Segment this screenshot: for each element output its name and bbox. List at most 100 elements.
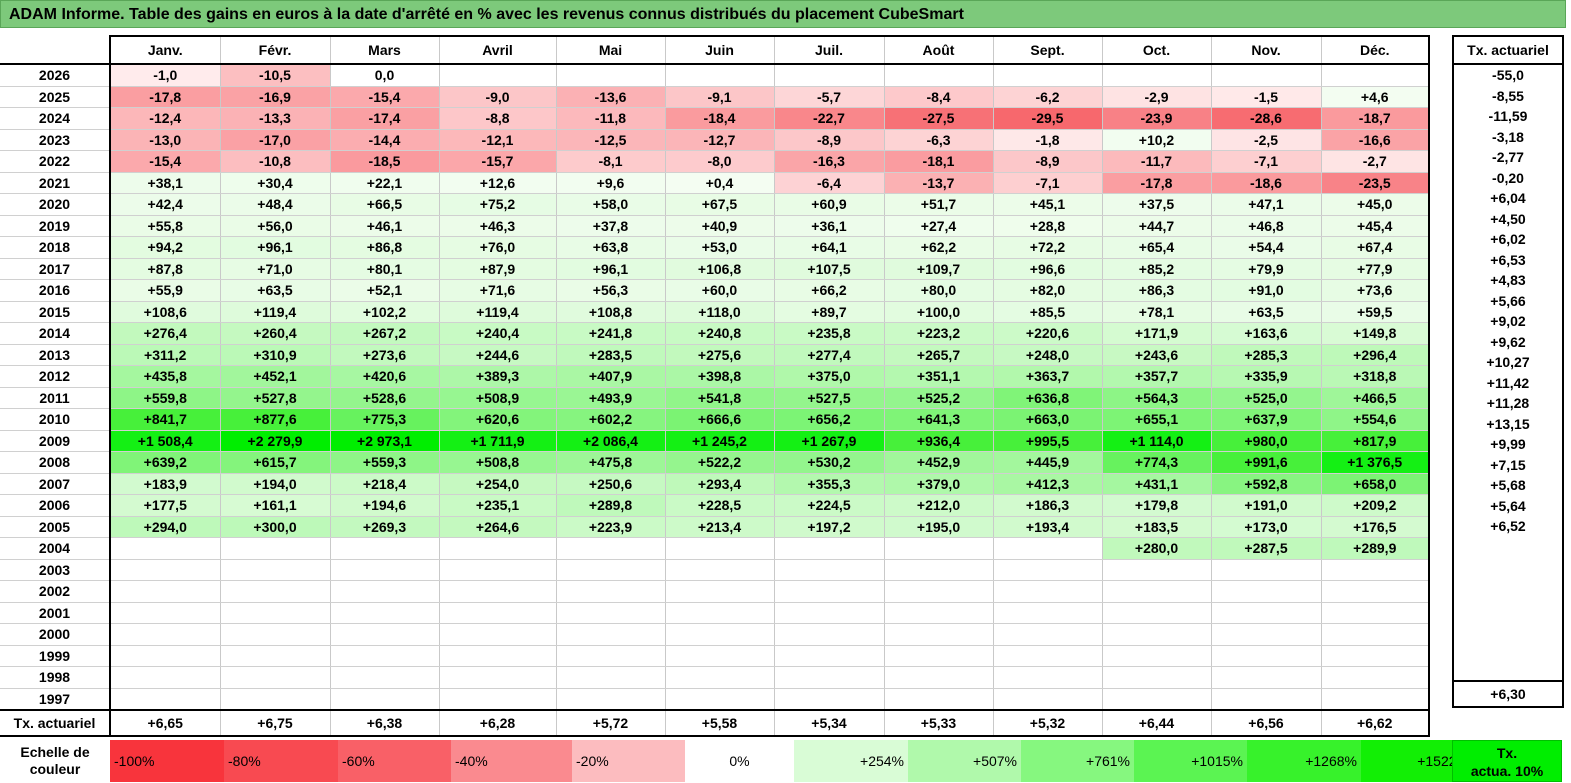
gain-cell: +55,8 (109, 215, 221, 237)
table-row: 2023 -13,0 -17,0 -14,4 -12,1 -12,5 -12,7 -8,9 -6… (0, 129, 1430, 151)
gain-cell: +280,0 (1101, 537, 1212, 560)
gain-cell: +161,1 (219, 494, 331, 517)
gain-cell (1210, 645, 1322, 667)
gain-cell: +87,9 (438, 258, 557, 280)
gain-cell (1210, 602, 1322, 624)
gain-cell: +65,4 (1101, 236, 1212, 259)
year-label: 2017 (0, 258, 111, 280)
gain-cell: -13,3 (219, 107, 331, 130)
gain-cell (664, 64, 775, 87)
gain-cell: +254,0 (438, 473, 557, 495)
gain-cell: +420,6 (329, 365, 440, 388)
table-row: 2004 +280,0 +287,5 +289,9 (0, 537, 1430, 560)
gain-cell: +194,6 (329, 494, 440, 517)
gain-cell (1320, 688, 1430, 711)
tx-cell: -3,18 (1452, 126, 1564, 147)
tx-cell: +7,15 (1452, 454, 1564, 475)
gain-cell: +228,5 (664, 494, 775, 517)
gain-cell (1101, 602, 1212, 624)
gain-cell: +60,9 (773, 193, 885, 216)
footer-rate-cell: +5,34 (773, 709, 885, 737)
gain-cell: +96,1 (555, 258, 666, 280)
gain-cell: +213,4 (664, 516, 775, 538)
gain-cell (1101, 688, 1212, 711)
table-row: 2014 +276,4 +260,4 +267,2 +240,4 +241,8 +240,8… (0, 322, 1430, 345)
gain-cell (109, 559, 221, 581)
gain-cell: +209,2 (1320, 494, 1430, 517)
gain-cell: +655,1 (1101, 408, 1212, 431)
gain-cell: +375,0 (773, 365, 885, 388)
gain-cell: +100,0 (883, 301, 994, 323)
gain-cell (883, 666, 994, 689)
gain-cell: +530,2 (773, 451, 885, 474)
gain-cell: +435,8 (109, 365, 221, 388)
gain-cell (1210, 688, 1322, 711)
gain-cell: +452,9 (883, 451, 994, 474)
table-row: 2001 (0, 602, 1430, 624)
month-header: Oct. (1101, 35, 1212, 65)
tx-cell: -11,59 (1452, 106, 1564, 127)
gain-cell (438, 64, 557, 87)
gain-cell (438, 666, 557, 689)
gain-cell: +108,8 (555, 301, 666, 323)
tx-cell: +6,04 (1452, 188, 1564, 209)
gain-cell: +67,5 (664, 193, 775, 216)
tx-cell (1452, 618, 1564, 639)
year-label: 2020 (0, 193, 111, 216)
gain-cell (438, 559, 557, 581)
gain-cell: +197,2 (773, 516, 885, 538)
gain-cell: -14,4 (329, 129, 440, 151)
gain-cell: +398,8 (664, 365, 775, 388)
gain-cell: +45,1 (992, 193, 1103, 216)
gain-cell: +28,8 (992, 215, 1103, 237)
gain-cell (438, 580, 557, 603)
color-scale-swatch: -100% (110, 740, 224, 782)
footer-rate-cell: +6,56 (1210, 709, 1322, 737)
gain-cell: +1 376,5 (1320, 451, 1430, 474)
gain-cell: +275,6 (664, 344, 775, 366)
gain-cell: -7,1 (1210, 150, 1322, 173)
gain-cell: +67,4 (1320, 236, 1430, 259)
gain-cell: -1,8 (992, 129, 1103, 151)
gain-cell (773, 666, 885, 689)
footer-rate-cell: +6,44 (1101, 709, 1212, 737)
year-label: 2010 (0, 408, 111, 431)
gain-cell: -13,6 (555, 86, 666, 108)
gain-cell: +212,0 (883, 494, 994, 517)
gain-cell (992, 602, 1103, 624)
gain-cell (1210, 666, 1322, 689)
gain-cell: +47,1 (1210, 193, 1322, 216)
gain-cell: +73,6 (1320, 279, 1430, 302)
gain-cell: +4,6 (1320, 86, 1430, 108)
gain-cell (1210, 623, 1322, 646)
gain-cell: -13,7 (883, 172, 994, 194)
gain-cell: -9,0 (438, 86, 557, 108)
scale-tx-line1: Tx. (1496, 745, 1518, 761)
gain-cell: +10,2 (1101, 129, 1212, 151)
footer-rate-cell: +5,32 (992, 709, 1103, 737)
gain-cell: +220,6 (992, 322, 1103, 345)
gain-cell: +1 245,2 (664, 430, 775, 452)
gain-cell: -18,7 (1320, 107, 1430, 130)
month-header: Févr. (219, 35, 331, 65)
scale-tx-line2: actua. 10% (1470, 763, 1544, 779)
color-scale-label-line2: couleur (29, 761, 81, 777)
gain-cell: +351,1 (883, 365, 994, 388)
gain-cell: +63,8 (555, 236, 666, 259)
gain-cell: -8,0 (664, 150, 775, 173)
tx-cell (1452, 577, 1564, 598)
gain-cell: +407,9 (555, 365, 666, 388)
gain-cell: +71,0 (219, 258, 331, 280)
year-label: 1997 (0, 688, 111, 711)
gain-cell: +12,6 (438, 172, 557, 194)
gain-cell: +94,2 (109, 236, 221, 259)
gain-cell: -17,8 (109, 86, 221, 108)
gain-cell (109, 666, 221, 689)
gain-cell: +71,6 (438, 279, 557, 302)
month-header: Déc. (1320, 35, 1430, 65)
gain-cell: +86,8 (329, 236, 440, 259)
gain-cell: +493,9 (555, 387, 666, 409)
gain-cell: +639,2 (109, 451, 221, 474)
gain-cell: +56,0 (219, 215, 331, 237)
gain-cell: +79,9 (1210, 258, 1322, 280)
